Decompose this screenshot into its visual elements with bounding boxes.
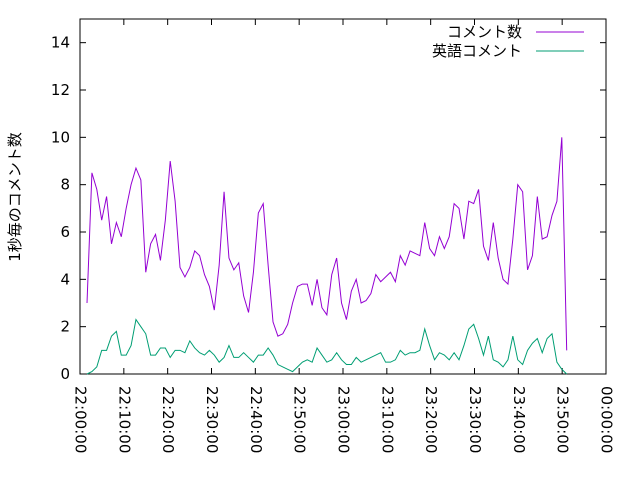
series-line <box>86 318 568 375</box>
x-tick-label: 00:00:00 <box>598 386 616 453</box>
x-tick-label: 22:10:00 <box>115 386 133 453</box>
y-tick-label: 0 <box>60 365 70 383</box>
y-tick-label: 8 <box>60 176 70 194</box>
y-tick-label: 6 <box>60 223 70 241</box>
x-tick-label: 23:50:00 <box>554 386 572 453</box>
legend-label: 英語コメント <box>432 42 522 60</box>
series-line <box>86 137 568 351</box>
x-tick-label: 23:40:00 <box>510 386 528 453</box>
x-tick-label: 22:50:00 <box>291 386 309 453</box>
y-tick-label: 2 <box>60 318 70 336</box>
x-tick-label: 23:20:00 <box>422 386 440 453</box>
y-tick-label: 14 <box>51 34 70 52</box>
y-tick-label: 12 <box>51 81 70 99</box>
plot-border <box>79 18 607 375</box>
x-tick-label: 22:40:00 <box>247 386 265 453</box>
x-tick-label: 23:30:00 <box>466 386 484 453</box>
x-tick-label: 22:30:00 <box>203 386 221 453</box>
y-tick-label: 4 <box>60 270 70 288</box>
x-tick-label: 23:10:00 <box>378 386 396 453</box>
x-tick-label: 22:20:00 <box>159 386 177 453</box>
y-tick-label: 10 <box>51 128 70 146</box>
x-tick-label: 23:00:00 <box>335 386 353 453</box>
legend-label: コメント数 <box>447 23 522 41</box>
x-tick-label: 22:00:00 <box>72 386 90 453</box>
y-axis-label: 1秒毎のコメント数 <box>6 132 24 262</box>
